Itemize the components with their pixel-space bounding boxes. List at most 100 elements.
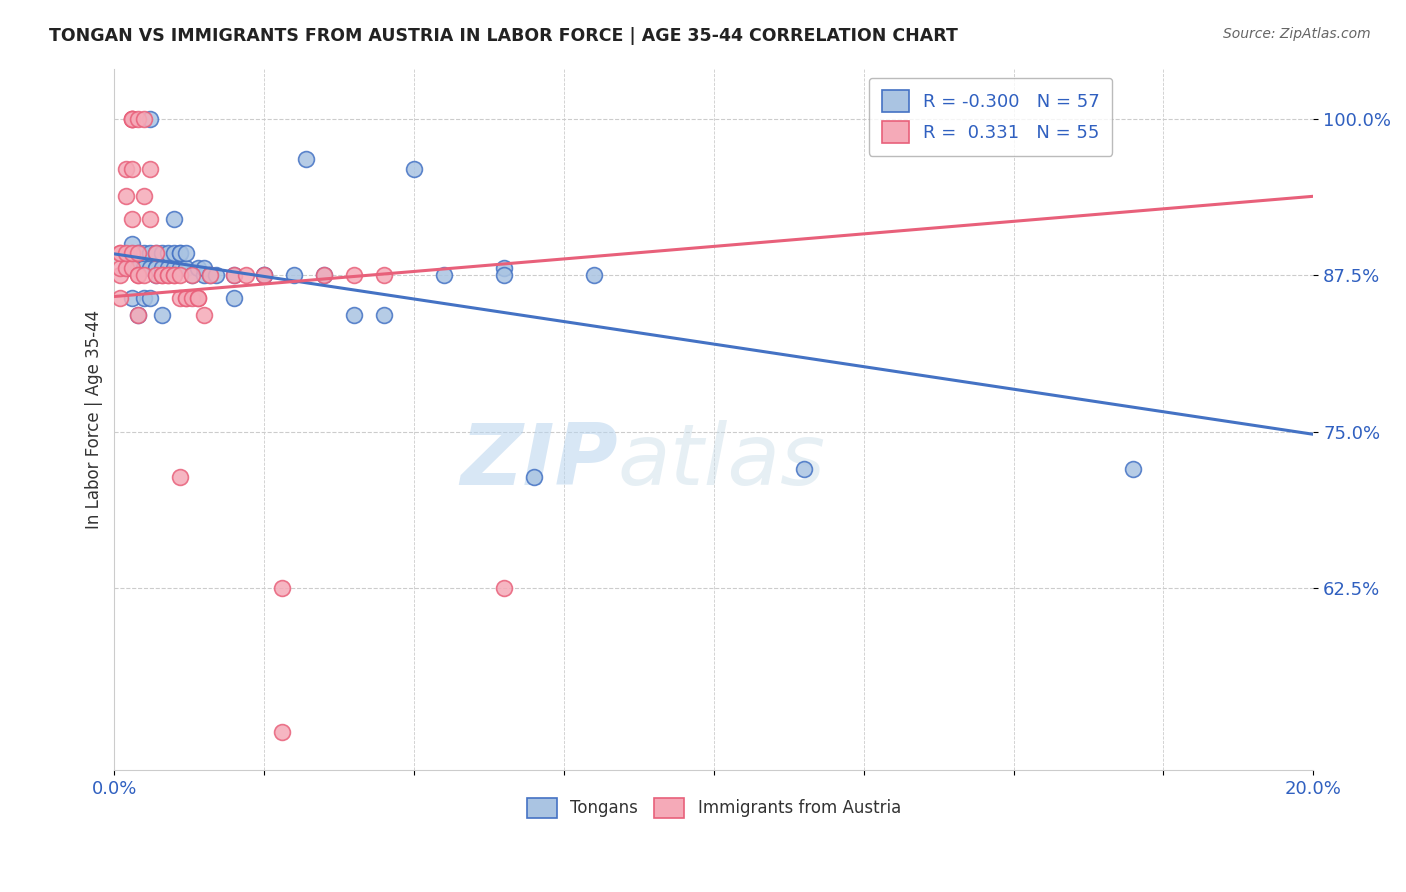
Point (169, 260, 191, 275)
Point (145, 245, 167, 260)
Point (163, 268, 186, 283)
Point (271, 582, 294, 596)
Point (134, 260, 156, 275)
Point (205, 268, 228, 283)
Point (523, 470, 546, 484)
Point (253, 268, 276, 283)
Point (134, 245, 156, 260)
Point (139, 260, 162, 275)
Point (193, 268, 215, 283)
Point (121, 245, 143, 260)
Point (314, 268, 336, 283)
Point (314, 268, 336, 283)
Point (150, 245, 173, 260)
Point (157, 268, 180, 283)
Point (492, 268, 515, 283)
Point (176, 291, 198, 305)
Point (169, 245, 191, 260)
Point (139, 211, 162, 226)
Point (163, 211, 186, 226)
Point (373, 308, 395, 322)
Point (224, 268, 246, 283)
Point (373, 268, 395, 283)
Point (181, 291, 204, 305)
Point (115, 245, 138, 260)
Point (181, 268, 204, 283)
Point (343, 308, 366, 322)
Point (404, 161, 426, 176)
Point (127, 245, 149, 260)
Point (169, 470, 191, 484)
Point (127, 308, 149, 322)
Point (433, 268, 456, 283)
Text: Source: ZipAtlas.com: Source: ZipAtlas.com (1223, 27, 1371, 41)
Point (283, 268, 305, 283)
Legend: Tongans, Immigrants from Austria: Tongans, Immigrants from Austria (520, 791, 908, 825)
Point (115, 260, 138, 275)
Point (134, 260, 156, 275)
Point (115, 161, 138, 176)
Point (150, 308, 173, 322)
Point (163, 245, 186, 260)
Point (127, 268, 149, 283)
Point (187, 291, 209, 305)
Point (163, 260, 186, 275)
Point (295, 152, 318, 166)
Point (235, 268, 257, 283)
Point (121, 161, 143, 176)
Point (121, 260, 143, 275)
Point (134, 189, 156, 203)
Point (121, 112, 143, 126)
Point (127, 260, 149, 275)
Point (134, 291, 156, 305)
Point (134, 112, 156, 126)
Text: TONGAN VS IMMIGRANTS FROM AUSTRIA IN LABOR FORCE | AGE 35-44 CORRELATION CHART: TONGAN VS IMMIGRANTS FROM AUSTRIA IN LAB… (49, 27, 957, 45)
Point (193, 308, 215, 322)
Point (253, 268, 276, 283)
Point (139, 112, 162, 126)
Point (271, 725, 294, 739)
Point (127, 268, 149, 283)
Point (110, 268, 132, 283)
Point (121, 291, 143, 305)
Point (150, 260, 173, 275)
Point (115, 260, 138, 275)
Point (121, 236, 143, 251)
Point (793, 462, 815, 476)
Point (115, 189, 138, 203)
Point (343, 268, 366, 283)
Point (134, 268, 156, 283)
Point (127, 260, 149, 275)
Point (582, 268, 605, 283)
Y-axis label: In Labor Force | Age 35-44: In Labor Force | Age 35-44 (86, 310, 103, 529)
Point (181, 268, 204, 283)
Point (127, 112, 149, 126)
Point (176, 260, 198, 275)
Point (139, 245, 162, 260)
Point (110, 291, 132, 305)
Point (145, 260, 167, 275)
Point (253, 268, 276, 283)
Point (176, 245, 198, 260)
Point (169, 245, 191, 260)
Point (492, 582, 515, 596)
Point (193, 260, 215, 275)
Point (145, 245, 167, 260)
Point (145, 260, 167, 275)
Point (200, 268, 222, 283)
Point (121, 245, 143, 260)
Point (1122, 462, 1144, 476)
Point (127, 308, 149, 322)
Point (150, 268, 173, 283)
Point (121, 112, 143, 126)
Point (224, 291, 246, 305)
Point (121, 211, 143, 226)
Point (200, 268, 222, 283)
Point (110, 245, 132, 260)
Point (139, 161, 162, 176)
Point (110, 245, 132, 260)
Point (157, 268, 180, 283)
Point (169, 291, 191, 305)
Point (163, 268, 186, 283)
Point (224, 268, 246, 283)
